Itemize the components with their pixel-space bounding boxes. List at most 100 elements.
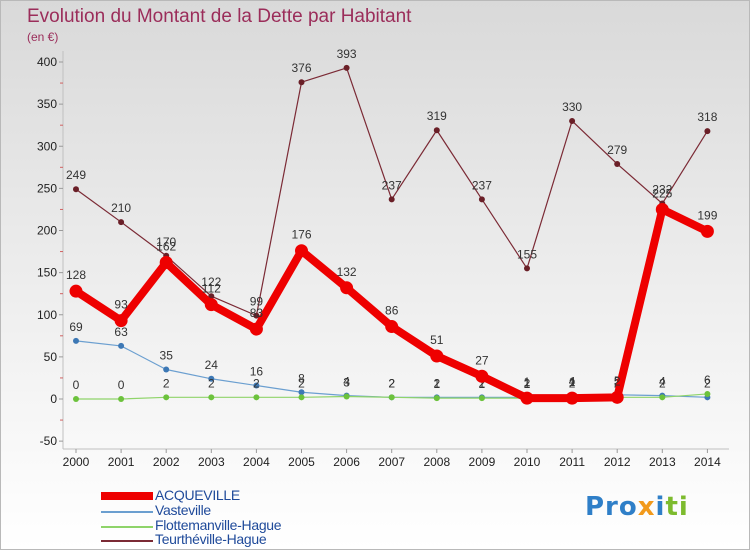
legend-swatch-teurtheville	[101, 540, 153, 542]
data-point-0	[253, 312, 260, 319]
data-label-0: 319	[427, 109, 447, 123]
data-label-2: 1	[524, 377, 531, 391]
data-point-2	[298, 394, 305, 401]
data-point-3	[114, 314, 128, 328]
data-label-0: 122	[201, 275, 221, 289]
data-label-1: 69	[69, 320, 83, 334]
data-point-2	[73, 396, 79, 402]
data-point-3	[700, 224, 714, 238]
data-point-2	[118, 396, 125, 402]
data-label-3: 225	[652, 186, 672, 200]
chart-title: Evolution du Montant de la Dette par Hab…	[27, 6, 412, 27]
data-point-2	[704, 390, 711, 397]
data-label-0: 279	[607, 143, 627, 157]
data-label-0: 170	[156, 235, 176, 249]
data-label-1: 2	[479, 376, 486, 390]
data-label-1: 16	[250, 365, 264, 379]
x-tick-label: 2000	[63, 455, 90, 469]
data-point-0	[208, 293, 215, 300]
data-label-0: 376	[291, 61, 311, 75]
data-label-0: 237	[472, 178, 492, 192]
data-point-0	[73, 186, 79, 193]
data-point-0	[433, 127, 440, 134]
data-label-3: 51	[430, 333, 444, 347]
data-point-3	[475, 369, 489, 383]
data-label-1: 8	[298, 371, 305, 385]
data-label-2: 6	[704, 373, 711, 387]
data-point-1	[208, 375, 215, 382]
legend-swatch-flottemanville	[101, 526, 153, 528]
data-label-3: 199	[697, 208, 717, 222]
data-point-3	[430, 349, 444, 363]
data-label-2: 2	[253, 376, 260, 390]
y-tick-label: 350	[37, 97, 57, 111]
data-label-0: 393	[337, 47, 357, 61]
data-label-1: 2	[433, 376, 440, 390]
legend-label-teurtheville: Teurthéville-Hague	[155, 531, 267, 547]
data-label-1: 24	[205, 358, 219, 372]
data-label-3: 128	[66, 268, 86, 282]
x-tick-label: 2013	[649, 455, 676, 469]
data-point-0	[704, 128, 711, 135]
data-point-2	[659, 394, 666, 401]
data-point-0	[569, 117, 576, 124]
x-tick-label: 2011	[559, 455, 585, 469]
data-point-1	[298, 389, 305, 396]
data-label-1: 4	[659, 375, 666, 389]
data-label-3: 1	[569, 375, 576, 389]
data-point-3	[610, 390, 624, 404]
data-label-1: 63	[114, 325, 128, 339]
data-point-2	[163, 394, 170, 401]
data-label-2: 1	[479, 377, 486, 391]
unit-label: (en €)	[27, 30, 59, 44]
data-label-2: 2	[208, 376, 215, 390]
data-label-2: 2	[659, 376, 666, 390]
data-label-3: 112	[202, 282, 221, 296]
data-label-3: 132	[337, 265, 357, 279]
x-tick-label: 2009	[469, 455, 496, 469]
data-label-0: 318	[697, 110, 717, 124]
data-point-0	[388, 196, 395, 203]
data-point-2	[433, 395, 440, 402]
data-point-3	[655, 202, 669, 216]
legend-swatch-acqueville	[101, 492, 153, 500]
data-label-2: 2	[163, 376, 170, 390]
legend-label-acqueville: ACQUEVILLE	[155, 487, 240, 503]
data-point-3	[340, 281, 354, 295]
x-tick-label: 2004	[243, 455, 270, 469]
data-point-3	[249, 322, 263, 336]
data-point-2	[478, 395, 485, 402]
data-point-2	[388, 394, 395, 401]
data-point-3	[520, 391, 534, 405]
data-label-2: 2	[569, 376, 576, 390]
y-tick-label: -50	[40, 434, 58, 448]
data-label-3: 1	[524, 375, 531, 389]
data-label-3: 83	[250, 306, 264, 320]
data-point-1	[253, 382, 260, 389]
y-tick-label: 100	[37, 308, 57, 322]
data-label-3: 86	[385, 304, 399, 318]
data-label-0: 232	[652, 183, 672, 197]
y-tick-label: 50	[44, 350, 58, 364]
x-tick-label: 2010	[514, 455, 541, 469]
data-label-1: 4	[343, 375, 350, 389]
data-label-2: 1	[433, 377, 440, 391]
data-point-1	[163, 366, 170, 373]
data-point-3	[159, 256, 173, 270]
data-point-3	[204, 298, 218, 312]
data-point-0	[343, 64, 350, 71]
x-tick-label: 2001	[108, 455, 135, 469]
data-label-1: 2	[704, 376, 711, 390]
y-tick-label: 150	[37, 266, 57, 280]
x-tick-label: 2007	[378, 455, 405, 469]
data-point-3	[565, 391, 579, 405]
data-point-1	[118, 342, 125, 349]
data-point-0	[524, 265, 530, 272]
y-tick-label: 250	[37, 181, 57, 195]
y-tick-label: 0	[50, 392, 57, 406]
data-label-2: 3	[343, 375, 350, 389]
data-label-3: 162	[156, 240, 176, 254]
data-point-0	[478, 196, 485, 203]
data-label-3: 176	[291, 228, 311, 242]
data-label-1: 2	[524, 376, 531, 390]
